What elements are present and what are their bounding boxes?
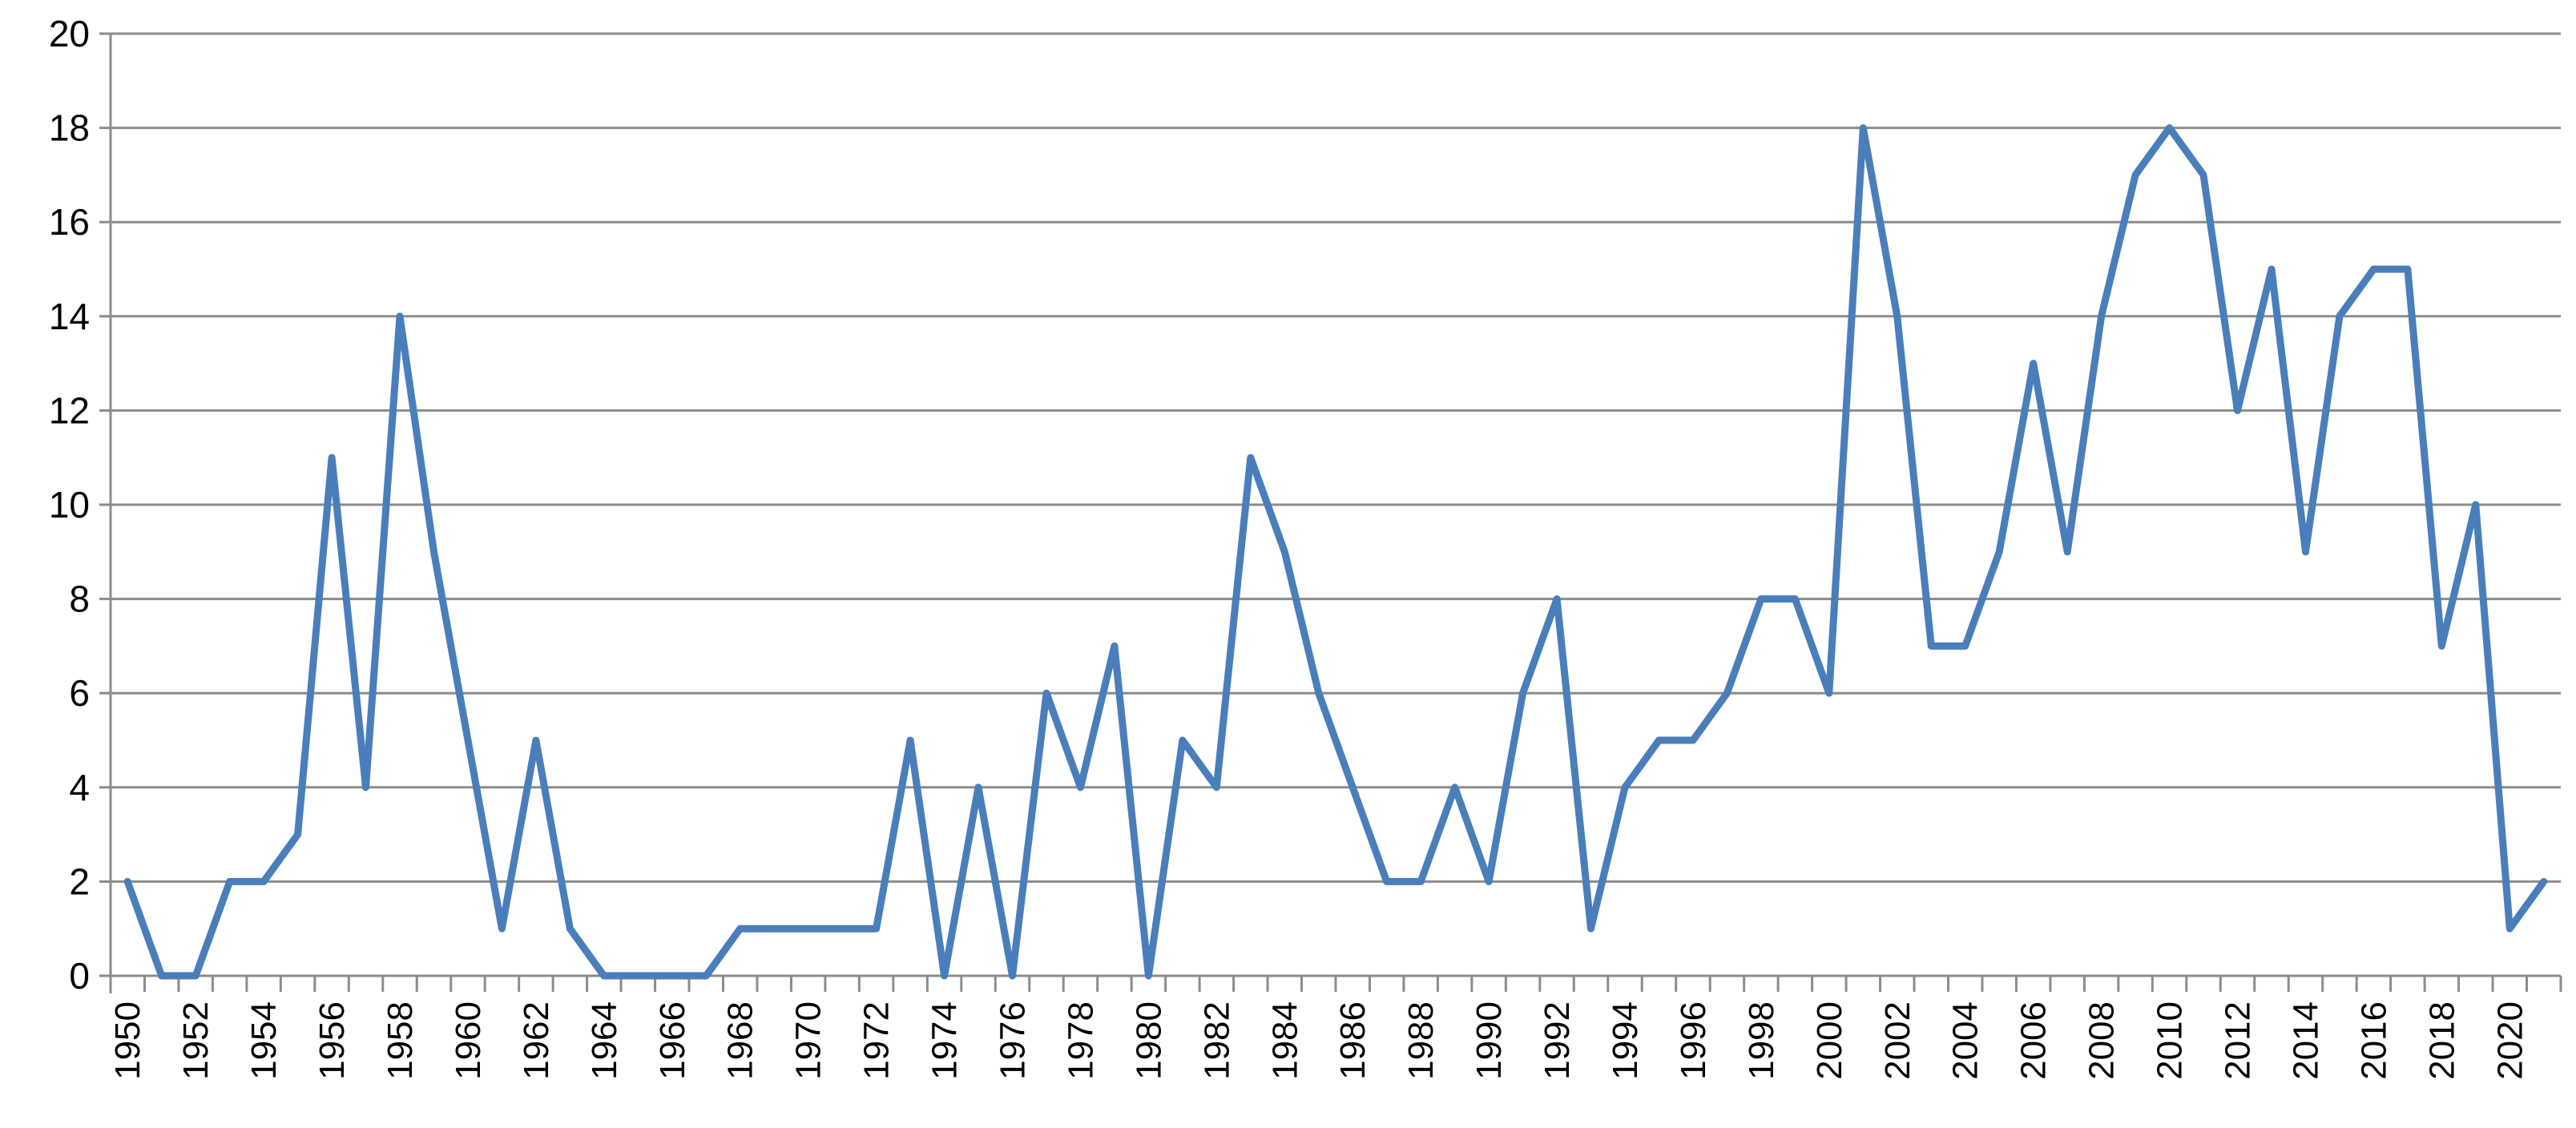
x-tick-label: 2002 <box>1878 1001 1917 1080</box>
x-tick-label: 1990 <box>1469 1001 1509 1080</box>
x-tick-label: 1994 <box>1606 1001 1645 1080</box>
x-tick-label: 2014 <box>2286 1001 2325 1080</box>
x-tick-label: 1962 <box>517 1001 556 1080</box>
x-tick-label: 1972 <box>857 1001 897 1080</box>
y-axis-tick-labels: 0 2 4 6 8 10 12 14 16 18 20 <box>49 13 90 997</box>
x-tick-label: 1960 <box>449 1001 488 1080</box>
y-tick-label: 2 <box>69 860 90 902</box>
x-tick-label: 2008 <box>2082 1001 2122 1080</box>
x-axis-tick-labels: 1950 1952 1954 1956 1958 1960 1962 1964 1966 1968… <box>108 1001 2530 1080</box>
x-tick-label: 1984 <box>1265 1001 1304 1080</box>
y-tick-label: 10 <box>49 484 90 526</box>
x-tick-label: 1966 <box>653 1001 692 1080</box>
x-tick-label: 1978 <box>1061 1001 1100 1080</box>
series-layer <box>123 124 2548 980</box>
x-tick-label: 1964 <box>585 1001 624 1080</box>
y-tick-label: 12 <box>49 389 90 431</box>
x-tick-label: 1980 <box>1129 1001 1168 1080</box>
y-tick-label: 18 <box>49 107 90 149</box>
x-tick-label: 2020 <box>2490 1001 2530 1080</box>
x-tick-label: 1956 <box>312 1001 352 1080</box>
x-tick-label: 1970 <box>789 1001 828 1080</box>
axes <box>99 32 2562 993</box>
y-tick-label: 20 <box>49 13 90 54</box>
y-tick-label: 0 <box>69 955 90 997</box>
x-tick-label: 2000 <box>1810 1001 1849 1080</box>
x-tick-label: 2016 <box>2354 1001 2393 1080</box>
gridlines <box>111 32 2561 883</box>
x-tick-label: 1992 <box>1538 1001 1577 1080</box>
y-tick-label: 14 <box>49 296 90 337</box>
x-tick-label: 1986 <box>1333 1001 1373 1080</box>
x-tick-label: 1996 <box>1674 1001 1713 1080</box>
x-tick-label: 1958 <box>381 1001 420 1080</box>
series-line-0 <box>123 124 2548 980</box>
x-tick-label: 2018 <box>2422 1001 2461 1080</box>
x-tick-label: 1968 <box>721 1001 760 1080</box>
y-tick-label: 8 <box>69 578 90 620</box>
x-tick-label: 2004 <box>1946 1001 1985 1080</box>
x-tick-label: 2012 <box>2219 1001 2258 1080</box>
x-tick-label: 1998 <box>1742 1001 1781 1080</box>
x-tick-label: 2010 <box>2151 1001 2190 1080</box>
y-tick-label: 16 <box>49 201 90 243</box>
x-tick-label: 1976 <box>994 1001 1033 1080</box>
y-tick-label: 4 <box>69 767 90 808</box>
y-tick-label: 6 <box>69 672 90 714</box>
x-tick-label: 1988 <box>1401 1001 1441 1080</box>
x-tick-label: 1950 <box>108 1001 147 1080</box>
x-tick-label: 1954 <box>244 1001 284 1080</box>
x-tick-label: 1974 <box>925 1001 965 1080</box>
x-tick-label: 1982 <box>1197 1001 1236 1080</box>
x-tick-label: 2006 <box>2014 1001 2054 1080</box>
x-tick-label: 1952 <box>176 1001 216 1080</box>
